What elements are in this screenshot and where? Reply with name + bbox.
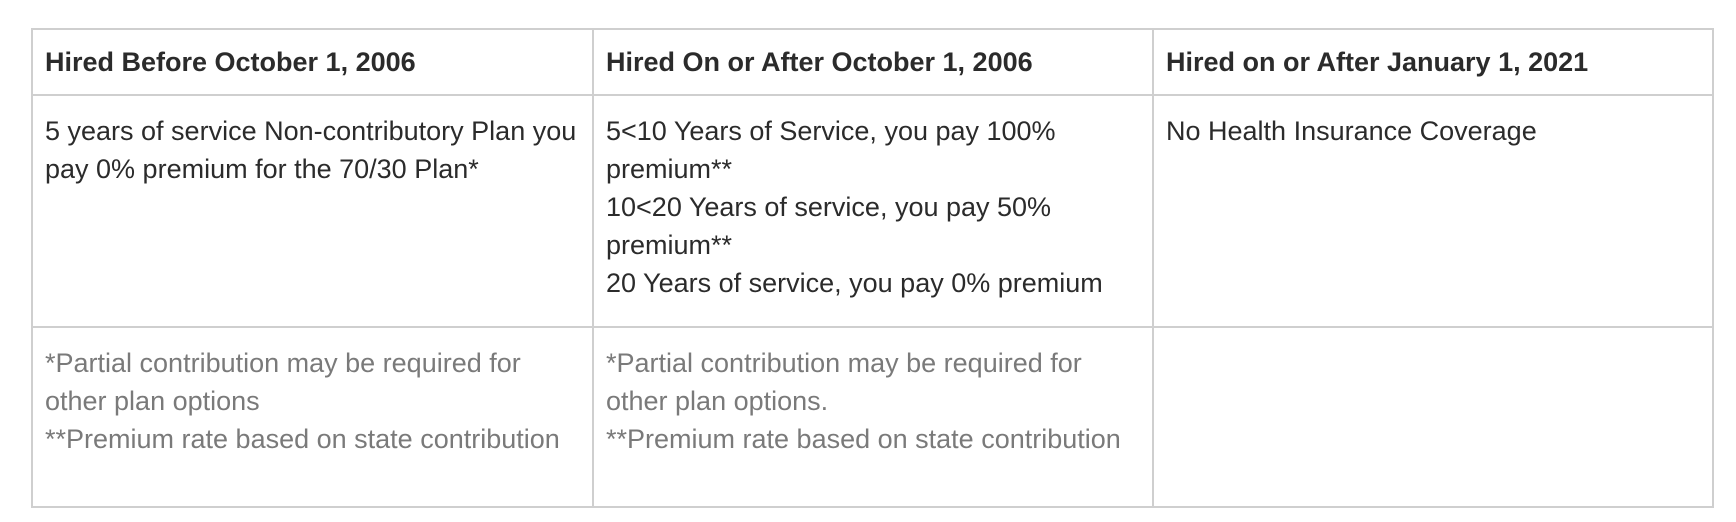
header-hired-on-after-jan-2021: Hired on or After January 1, 2021 [1152,28,1714,96]
no-coverage-text: No Health Insurance Coverage [1166,116,1537,146]
footnote-premium-rate: **Premium rate based on state contributi… [45,424,560,454]
footnote-partial-contribution: *Partial contribution may be required fo… [606,348,1082,416]
cell-notes-after-2021 [1152,326,1714,508]
benefits-table-container: Hired Before October 1, 2006 Hired On or… [31,28,1714,508]
premium-tier-5-10: 5<10 Years of Service, you pay 100% prem… [606,116,1056,184]
cell-premium-after-2006: 5<10 Years of Service, you pay 100% prem… [592,94,1154,328]
cell-notes-after-2006: *Partial contribution may be required fo… [592,326,1154,508]
cell-premium-before-2006: 5 years of service Non-contributory Plan… [31,94,594,328]
header-hired-before-oct-2006: Hired Before October 1, 2006 [31,28,594,96]
cell-notes-before-2006: *Partial contribution may be required fo… [31,326,594,508]
premium-text: 5 years of service Non-contributory Plan… [45,116,577,184]
premium-tier-20-plus: 20 Years of service, you pay 0% premium [606,268,1103,298]
footnote-partial-contribution: *Partial contribution may be required fo… [45,348,521,416]
cell-premium-after-2021: No Health Insurance Coverage [1152,94,1714,328]
health-insurance-premium-table: Hired Before October 1, 2006 Hired On or… [31,28,1714,508]
header-hired-on-after-oct-2006: Hired On or After October 1, 2006 [592,28,1154,96]
table-row-premium-terms: 5 years of service Non-contributory Plan… [31,94,1714,328]
footnote-premium-rate: **Premium rate based on state contributi… [606,424,1121,454]
premium-tier-10-20: 10<20 Years of service, you pay 50% prem… [606,192,1052,260]
table-row-footnotes: *Partial contribution may be required fo… [31,326,1714,508]
table-header-row: Hired Before October 1, 2006 Hired On or… [31,28,1714,96]
